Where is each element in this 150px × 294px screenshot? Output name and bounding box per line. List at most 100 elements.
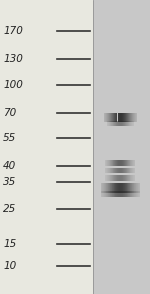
Bar	[119, 183, 120, 193]
Bar	[109, 168, 110, 173]
Bar	[132, 191, 133, 197]
Bar	[107, 160, 108, 166]
Bar	[100, 183, 101, 193]
Bar	[128, 168, 129, 173]
Bar	[115, 113, 116, 122]
Bar	[114, 121, 115, 126]
Bar	[131, 113, 132, 122]
Bar	[135, 183, 136, 193]
Bar	[112, 121, 113, 126]
Bar	[130, 183, 131, 193]
Bar	[113, 175, 114, 181]
Bar	[116, 191, 117, 197]
Bar	[132, 113, 133, 122]
Text: 100: 100	[3, 80, 23, 90]
Bar	[112, 113, 113, 122]
Bar	[134, 183, 135, 193]
Bar	[105, 160, 106, 166]
Bar	[101, 183, 102, 193]
Text: 10: 10	[3, 261, 16, 271]
Bar	[111, 191, 112, 197]
Bar	[132, 160, 133, 166]
Bar	[121, 160, 122, 166]
Text: 170: 170	[3, 26, 23, 36]
Bar	[118, 121, 119, 126]
Bar	[106, 175, 107, 181]
Bar	[115, 175, 116, 181]
Bar	[125, 168, 126, 173]
Bar	[131, 121, 132, 126]
Bar	[106, 168, 107, 173]
Bar	[109, 121, 110, 126]
Bar	[100, 191, 101, 197]
Bar	[120, 121, 121, 126]
Bar	[135, 113, 136, 122]
FancyBboxPatch shape	[0, 0, 93, 294]
Bar	[126, 175, 127, 181]
Bar	[113, 168, 114, 173]
Bar	[138, 183, 139, 193]
Bar	[110, 160, 111, 166]
Bar	[125, 121, 126, 126]
Bar	[123, 191, 124, 197]
Bar	[131, 183, 132, 193]
Bar	[117, 168, 118, 173]
Bar	[120, 113, 121, 122]
Bar	[115, 191, 116, 197]
Bar	[111, 160, 112, 166]
Bar	[108, 175, 109, 181]
Bar	[116, 121, 117, 126]
Bar	[137, 191, 138, 197]
Bar	[113, 160, 114, 166]
Bar	[125, 183, 126, 193]
Bar	[105, 113, 106, 122]
Bar	[123, 121, 124, 126]
Bar	[125, 191, 126, 197]
Bar	[108, 168, 109, 173]
Bar	[130, 160, 131, 166]
Text: 25: 25	[3, 204, 16, 214]
Bar	[132, 168, 133, 173]
Bar	[122, 191, 123, 197]
Bar	[124, 183, 125, 193]
Bar	[126, 121, 127, 126]
Bar	[129, 191, 130, 197]
Bar	[107, 175, 108, 181]
Bar	[107, 191, 108, 197]
Bar	[131, 160, 132, 166]
Bar	[116, 160, 117, 166]
Bar	[105, 175, 106, 181]
Bar	[117, 121, 118, 126]
Bar	[127, 168, 128, 173]
Bar	[118, 191, 119, 197]
Bar	[129, 160, 130, 166]
Bar	[119, 168, 120, 173]
Bar	[128, 113, 129, 122]
Bar	[119, 175, 120, 181]
Bar	[115, 121, 116, 126]
Text: 70: 70	[3, 108, 16, 118]
Bar	[121, 113, 122, 122]
Bar	[129, 168, 130, 173]
Bar	[105, 183, 106, 193]
Bar	[114, 191, 115, 197]
Bar	[108, 113, 109, 122]
Bar	[122, 121, 123, 126]
Bar	[124, 168, 125, 173]
Bar	[127, 160, 128, 166]
Bar	[116, 183, 117, 193]
Bar	[110, 121, 111, 126]
Bar	[125, 160, 126, 166]
Bar	[111, 168, 112, 173]
Bar	[119, 121, 120, 126]
Bar	[128, 191, 129, 197]
Bar	[123, 113, 124, 122]
Bar	[136, 183, 137, 193]
Bar	[117, 175, 118, 181]
Bar	[111, 113, 112, 122]
Bar	[123, 175, 124, 181]
Bar	[124, 121, 125, 126]
Bar	[108, 183, 109, 193]
Bar	[116, 175, 117, 181]
Bar	[109, 175, 110, 181]
